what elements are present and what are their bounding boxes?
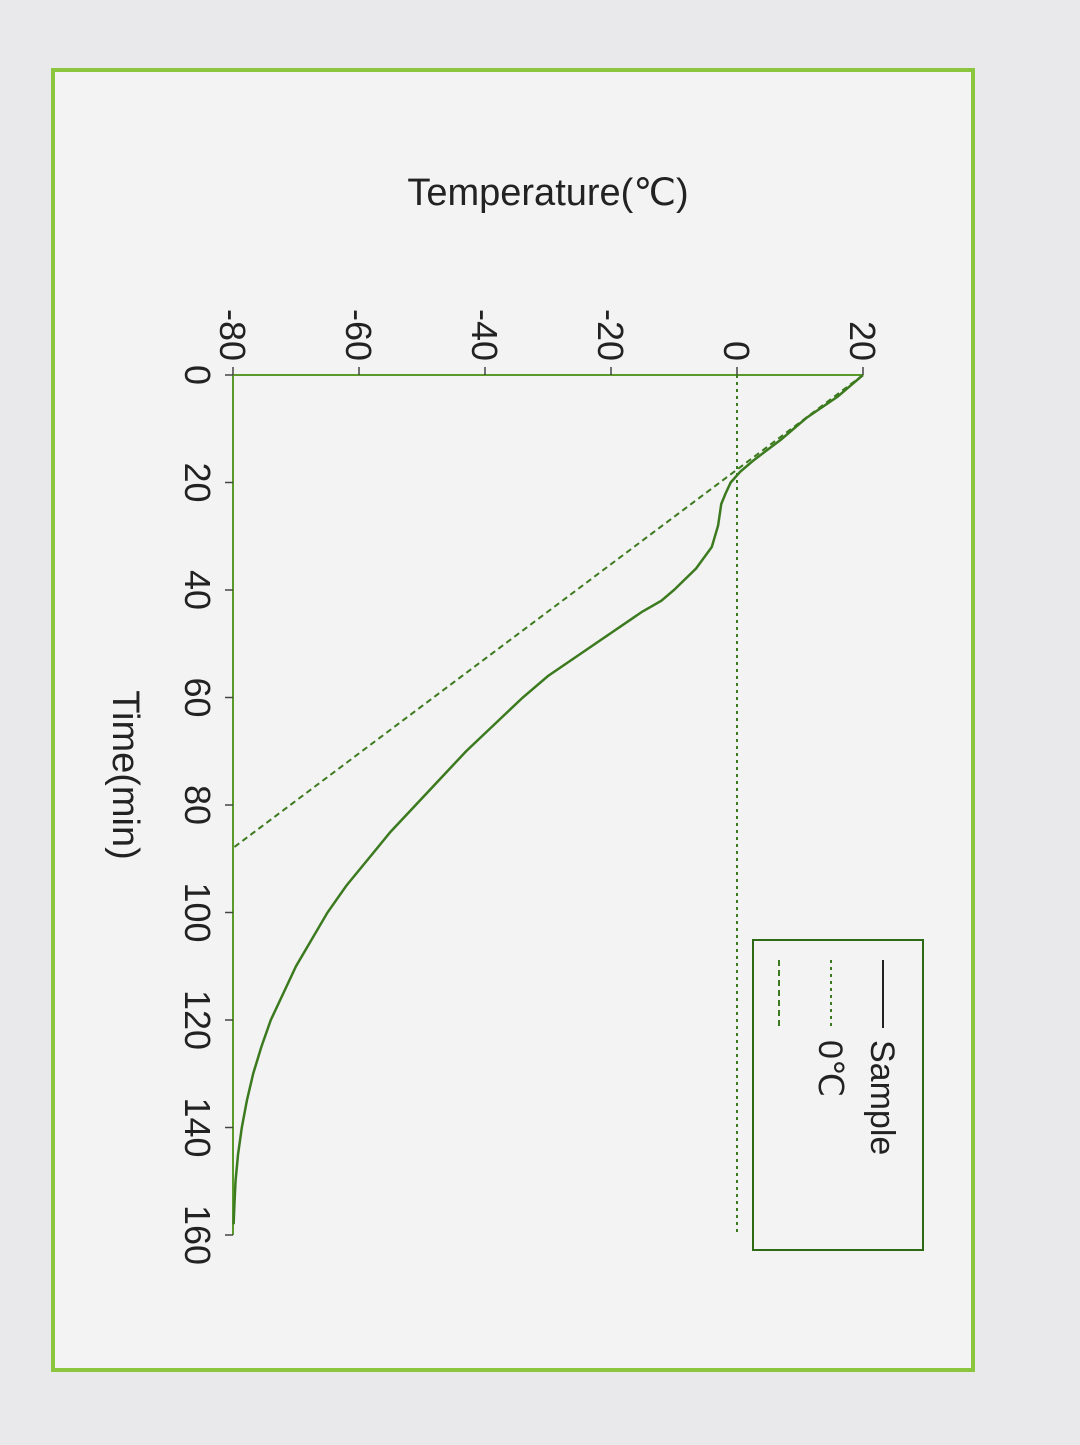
y-tick-label: -40 xyxy=(464,309,505,361)
x-tick-label: 40 xyxy=(177,570,218,610)
y-axis-title: Temperature(℃) xyxy=(407,172,688,214)
x-axis-title: Time(min) xyxy=(104,690,146,860)
legend-box xyxy=(752,939,924,1251)
x-tick-label: 80 xyxy=(177,785,218,825)
x-tick-label: 140 xyxy=(177,1097,218,1157)
x-tick-label: 120 xyxy=(177,990,218,1050)
legend-label-1: 0℃ xyxy=(811,1040,849,1097)
series-line-2 xyxy=(232,374,864,849)
y-tick-label: -80 xyxy=(212,309,253,361)
y-tick-label: -60 xyxy=(338,309,379,361)
x-tick-label: 60 xyxy=(177,677,218,717)
plot-area: 0 20 40 60 80 100 120 140 160 -80 -60 -40 -20 0 20 Temp… xyxy=(104,172,883,1265)
y-tick-label: 20 xyxy=(842,321,883,361)
legend: Sample 0℃ xyxy=(752,939,924,1251)
y-tick-label: -20 xyxy=(590,309,631,361)
x-tick-label: 20 xyxy=(177,462,218,502)
x-tick-label: 100 xyxy=(177,882,218,942)
series-line-0 xyxy=(232,374,864,1225)
chart-border-frame xyxy=(51,68,975,1372)
y-tick-label: 0 xyxy=(716,341,757,361)
x-tick-label: 0 xyxy=(177,365,218,385)
legend-label-0: Sample xyxy=(863,1040,901,1155)
x-tick-label: 160 xyxy=(177,1205,218,1265)
